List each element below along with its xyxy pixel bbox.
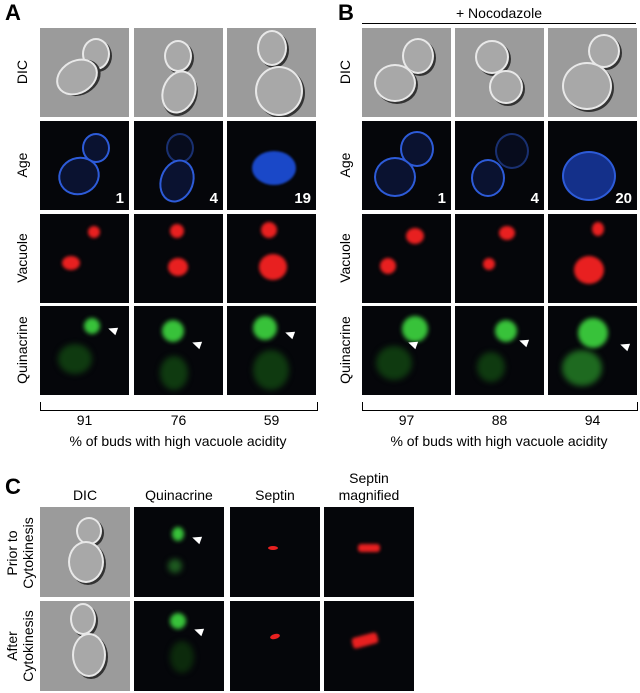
age-label: 19 — [294, 190, 311, 207]
micrograph-age: 4 — [134, 121, 223, 210]
arrowhead-icon — [192, 625, 205, 637]
panel-c-label: C — [5, 474, 21, 499]
micrograph-quinacrine — [134, 507, 224, 597]
row-label-dic: DIC — [14, 59, 30, 85]
micrograph-age: 1 — [362, 121, 451, 210]
micrograph-dic — [40, 28, 129, 117]
caption: % of buds with high vacuole acidity — [69, 433, 287, 449]
bracket — [40, 402, 318, 411]
treatment-label: + Nocodazole — [455, 5, 542, 21]
panel-b-label: B — [338, 0, 354, 25]
age-label: 1 — [437, 190, 446, 207]
micrograph-dic — [362, 28, 451, 117]
arrowhead-icon — [106, 324, 119, 336]
micrograph-dic — [455, 28, 544, 117]
micrograph-quinacrine — [134, 601, 224, 691]
caption: % of buds with high vacuole acidity — [390, 433, 608, 449]
row-label-age: Age — [14, 152, 30, 178]
micrograph-dic — [40, 601, 130, 691]
percentage: 94 — [584, 412, 601, 428]
micrograph-age: 1 — [40, 121, 129, 210]
arrowhead-icon — [190, 533, 203, 545]
micrograph-septin — [230, 601, 320, 691]
micrograph-vacuole — [227, 214, 316, 303]
micrograph-quinacrine — [455, 306, 544, 395]
micrograph-age: 4 — [455, 121, 544, 210]
micrograph-vacuole — [362, 214, 451, 303]
row-label-after: After Cytokinesis — [4, 610, 36, 682]
micrograph-age: 19 — [227, 121, 316, 210]
micrograph-quinacrine — [362, 306, 451, 395]
percentage: 91 — [76, 412, 93, 428]
treatment-line — [362, 23, 636, 24]
micrograph-quinacrine — [40, 306, 129, 395]
micrograph-dic — [227, 28, 316, 117]
micrograph-vacuole — [455, 214, 544, 303]
micrograph-vacuole — [548, 214, 637, 303]
percentage: 88 — [491, 412, 508, 428]
micrograph-septin — [230, 507, 320, 597]
age-label: 20 — [615, 190, 632, 207]
percentage: 76 — [170, 412, 187, 428]
column-header-septin-magnified: Septin magnified — [338, 470, 400, 503]
arrowhead-icon — [283, 328, 296, 340]
row-label-dic: DIC — [337, 59, 353, 85]
column-header-quinacrine: Quinacrine — [145, 487, 213, 503]
age-label: 4 — [530, 190, 539, 207]
micrograph-septin-magnified — [324, 601, 414, 691]
micrograph-vacuole — [40, 214, 129, 303]
row-label-quinacrine: Quinacrine — [14, 316, 30, 384]
row-label-age: Age — [337, 152, 353, 178]
micrograph-dic — [40, 507, 130, 597]
micrograph-quinacrine — [134, 306, 223, 395]
micrograph-dic — [548, 28, 637, 117]
row-label-vacuole: Vacuole — [14, 233, 30, 283]
column-header-septin: Septin — [255, 487, 295, 503]
panel-a-label: A — [5, 0, 21, 25]
micrograph-dic — [134, 28, 223, 117]
arrowhead-icon — [190, 338, 203, 350]
micrograph-age: 20 — [548, 121, 637, 210]
micrograph-quinacrine — [227, 306, 316, 395]
column-header-dic: DIC — [72, 487, 98, 503]
bracket — [362, 402, 638, 411]
row-label-quinacrine: Quinacrine — [337, 316, 353, 384]
arrowhead-icon — [517, 336, 530, 348]
arrowhead-icon — [618, 340, 631, 352]
micrograph-vacuole — [134, 214, 223, 303]
micrograph-septin-magnified — [324, 507, 414, 597]
row-label-prior: Prior to Cytokinesis — [4, 517, 36, 589]
percentage: 59 — [263, 412, 280, 428]
age-label: 4 — [209, 190, 218, 207]
arrowhead-icon — [406, 338, 419, 350]
micrograph-quinacrine — [548, 306, 637, 395]
age-label: 1 — [115, 190, 124, 207]
row-label-vacuole: Vacuole — [337, 233, 353, 283]
percentage: 97 — [398, 412, 415, 428]
